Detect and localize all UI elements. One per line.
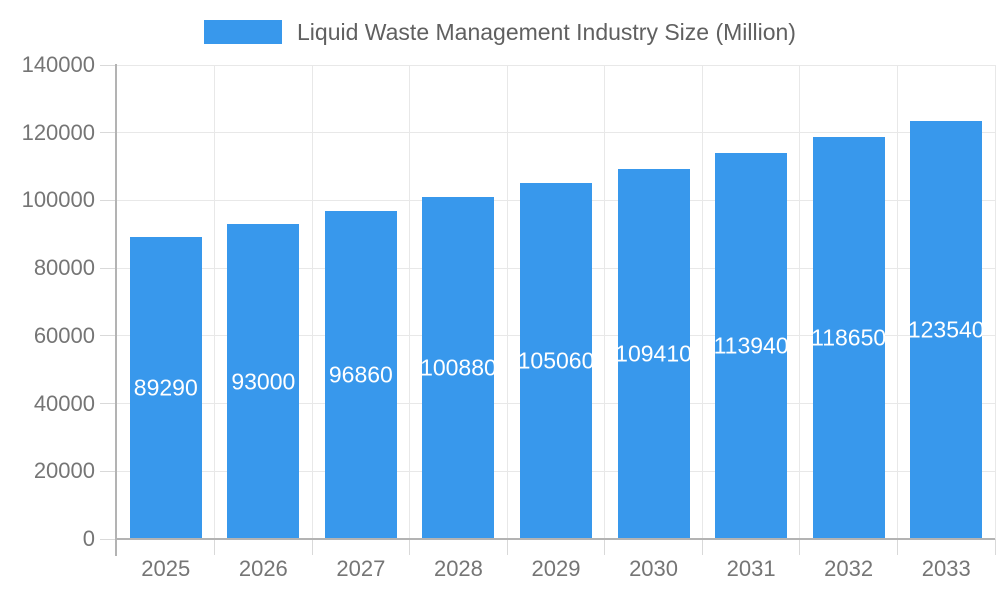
bar[interactable]: 118650 [812,137,885,539]
x-axis-tick [214,539,216,555]
y-axis-label: 80000 [33,255,95,281]
x-gridline [214,65,216,539]
x-axis-label: 2025 [141,556,191,581]
y-axis-tick [100,64,115,66]
x-axis-label: 2026 [238,556,288,581]
y-axis-tick [100,267,115,269]
x-axis-line [117,538,995,540]
legend-item[interactable]: Liquid Waste Management Industry Size (M… [204,18,796,46]
x-gridline [311,65,313,539]
x-gridline [994,65,996,539]
x-axis-label: 2032 [824,556,874,581]
bar-value-label: 113940 [715,332,788,359]
x-axis-tick [799,539,801,555]
x-axis-label: 2033 [921,556,971,581]
x-axis-tick [311,539,313,555]
y-axis-tick [100,538,115,540]
x-gridline [701,65,703,539]
y-axis-tick [100,470,115,472]
bar-value-label: 89290 [133,374,198,401]
legend-label: Liquid Waste Management Industry Size (M… [297,19,796,45]
bar-value-label: 123540 [910,316,983,343]
x-axis-tick [994,539,996,555]
legend: Liquid Waste Management Industry Size (M… [0,18,1000,46]
bar-value-label: 109410 [617,340,690,367]
bar-value-label: 96860 [328,361,393,388]
y-axis-label: 120000 [21,119,95,145]
x-gridline [604,65,606,539]
bar[interactable]: 123540 [910,120,983,539]
y-axis-label: 40000 [33,390,95,416]
x-axis-label: 2027 [336,556,386,581]
x-axis-tick [604,539,606,555]
bar-value-label: 100880 [422,354,495,381]
x-axis-label: 2028 [433,556,483,581]
y-axis-label: 60000 [33,322,95,348]
bar-value-label: 118650 [812,324,885,351]
bar[interactable]: 113940 [715,153,788,539]
bar[interactable]: 93000 [227,224,300,539]
x-axis-tick [701,539,703,555]
x-axis-label: 2029 [531,556,581,581]
x-gridline [409,65,411,539]
y-gridline [117,64,995,66]
y-axis-tick [100,403,115,405]
y-axis-tick [100,335,115,337]
bar-value-label: 105060 [520,347,592,374]
bar[interactable]: 100880 [422,197,495,539]
x-axis-label: 2030 [629,556,679,581]
bar[interactable]: 105060 [520,183,592,539]
y-axis-label: 100000 [21,187,95,213]
y-axis-line [115,64,117,556]
legend-swatch-icon [204,20,282,44]
y-axis-label: 0 [82,526,95,551]
bar[interactable]: 96860 [324,211,397,539]
y-axis-label: 20000 [33,458,95,484]
bar[interactable]: 109410 [617,168,690,539]
bar-value-label: 93000 [231,368,296,395]
x-axis-tick [506,539,508,555]
y-axis-tick [100,132,115,134]
x-gridline [799,65,801,539]
x-axis-tick [409,539,411,555]
y-axis-tick [100,199,115,201]
x-gridline [896,65,898,539]
x-axis-label: 2031 [726,556,776,581]
y-gridline [117,132,995,134]
y-axis-label: 140000 [21,52,95,77]
x-gridline [506,65,508,539]
x-axis-tick [896,539,898,555]
bar[interactable]: 89290 [129,236,202,539]
